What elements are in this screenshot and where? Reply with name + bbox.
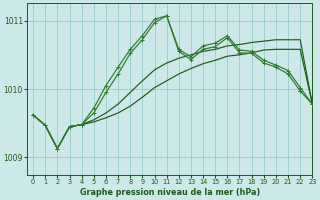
X-axis label: Graphe pression niveau de la mer (hPa): Graphe pression niveau de la mer (hPa) bbox=[80, 188, 260, 197]
